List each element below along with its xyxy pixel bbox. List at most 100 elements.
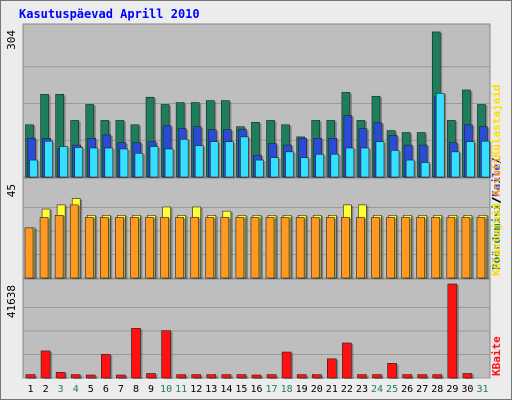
bar-hosts bbox=[461, 217, 471, 279]
bar-hits bbox=[209, 141, 219, 178]
x-tick-label: 4 bbox=[73, 384, 79, 395]
x-tick-label: 21 bbox=[326, 384, 338, 395]
bar-hosts bbox=[84, 217, 94, 279]
bar-hosts bbox=[386, 217, 395, 279]
right-label-middle: Külastajaid/Arvuti bbox=[490, 156, 503, 276]
x-tick-label: 13 bbox=[205, 384, 217, 395]
bar-hits bbox=[315, 153, 325, 178]
bar-hosts bbox=[371, 217, 380, 279]
bar-hits bbox=[300, 157, 309, 178]
bar-kbytes bbox=[40, 350, 51, 379]
bar-hits bbox=[345, 147, 355, 178]
bar-hosts bbox=[39, 217, 49, 279]
bar-kbytes bbox=[236, 374, 247, 379]
bar-hits bbox=[179, 138, 189, 178]
x-tick-label: 7 bbox=[118, 384, 124, 395]
bar-hits bbox=[466, 141, 475, 178]
bar-kbytes bbox=[131, 328, 141, 379]
bar-hosts bbox=[54, 215, 64, 279]
bar-kbytes bbox=[447, 283, 458, 379]
bar-kbytes bbox=[326, 358, 337, 379]
bar-hosts bbox=[310, 217, 320, 279]
bar-kbytes bbox=[55, 372, 66, 379]
right-label-part: / bbox=[490, 197, 503, 204]
bar-kbytes bbox=[432, 374, 443, 379]
bar-kbytes bbox=[311, 374, 322, 379]
x-tick-label: 14 bbox=[220, 384, 232, 395]
bar-hits bbox=[59, 146, 68, 178]
bar-hits bbox=[481, 140, 490, 178]
x-tick-label: 1 bbox=[28, 384, 34, 395]
bar-hosts bbox=[100, 217, 109, 279]
bar-hosts bbox=[446, 217, 456, 279]
x-tick-label: 11 bbox=[175, 384, 187, 395]
bar-kbytes bbox=[296, 374, 307, 379]
bar-kbytes bbox=[387, 363, 397, 379]
x-tick-label: 2 bbox=[43, 384, 49, 395]
bar-hosts bbox=[356, 217, 365, 279]
right-label-part: Faile bbox=[490, 164, 503, 197]
bar-hits bbox=[89, 147, 99, 178]
right-label-part: Pöördumisi bbox=[490, 203, 503, 270]
bar-hits bbox=[149, 146, 159, 178]
bar-hosts bbox=[341, 217, 350, 279]
x-tick-label: 9 bbox=[148, 384, 154, 395]
bar-kbytes bbox=[266, 374, 277, 379]
bar-kbytes bbox=[402, 374, 412, 379]
bar-hits bbox=[330, 153, 340, 178]
bar-hosts bbox=[431, 217, 441, 279]
right-label-part: Külastajaid bbox=[490, 85, 503, 158]
bar-kbytes bbox=[146, 373, 156, 379]
right-label-part: Arvuti bbox=[490, 156, 503, 196]
bar-hits bbox=[240, 136, 249, 178]
bar-kbytes bbox=[221, 374, 232, 379]
bar-kbytes bbox=[191, 374, 202, 379]
right-label-bottom: KBaite bbox=[490, 336, 503, 376]
bar-hosts bbox=[325, 217, 335, 279]
right-label-part: / bbox=[490, 157, 503, 164]
bar-hits bbox=[405, 159, 415, 178]
right-label-part: Külastajaid bbox=[490, 203, 503, 276]
x-tick-label: 22 bbox=[341, 384, 353, 395]
bar-hosts bbox=[175, 217, 184, 279]
bar-kbytes bbox=[357, 374, 367, 379]
bar-hosts bbox=[160, 217, 169, 279]
bar-hosts bbox=[220, 217, 230, 279]
bar-hits bbox=[74, 147, 83, 178]
x-tick-label: 18 bbox=[281, 384, 293, 395]
bar-hits bbox=[360, 147, 370, 178]
bar-hits bbox=[451, 151, 460, 178]
bar-kbytes bbox=[342, 342, 352, 379]
bar-kbytes bbox=[101, 353, 111, 379]
bar-hits bbox=[420, 162, 430, 178]
bar-hosts bbox=[265, 217, 275, 279]
right-label-part: KBaite bbox=[490, 336, 503, 376]
bar-hits bbox=[390, 150, 400, 178]
bar-hits bbox=[104, 147, 114, 178]
bar-hosts bbox=[69, 204, 79, 279]
x-tick-label: 8 bbox=[133, 384, 139, 395]
x-tick-label: 26 bbox=[401, 384, 413, 395]
x-tick-label: 28 bbox=[431, 384, 443, 395]
x-tick-label: 16 bbox=[250, 384, 262, 395]
bar-kbytes bbox=[116, 374, 126, 379]
bar-hosts bbox=[416, 217, 425, 279]
bar-hits bbox=[164, 148, 174, 178]
bar-hits bbox=[44, 140, 53, 178]
bar-hits bbox=[119, 148, 129, 178]
bar-hits bbox=[134, 153, 144, 178]
right-label-top: Pöördumisi/Faile/Külastajaid bbox=[490, 85, 503, 270]
x-tick-label: 25 bbox=[386, 384, 398, 395]
bar-kbytes bbox=[85, 374, 96, 379]
bar-hosts bbox=[24, 227, 34, 279]
bar-hosts bbox=[130, 217, 139, 279]
bar-hosts bbox=[190, 217, 200, 279]
bar-kbytes bbox=[25, 374, 36, 379]
x-tick-label: 24 bbox=[371, 384, 383, 395]
x-tick-label: 27 bbox=[416, 384, 428, 395]
bar-hosts bbox=[250, 217, 260, 279]
y-max-label: 45 bbox=[5, 184, 18, 197]
bar-kbytes bbox=[417, 374, 427, 379]
bar-hosts bbox=[115, 217, 124, 279]
bar-hosts bbox=[205, 217, 215, 279]
